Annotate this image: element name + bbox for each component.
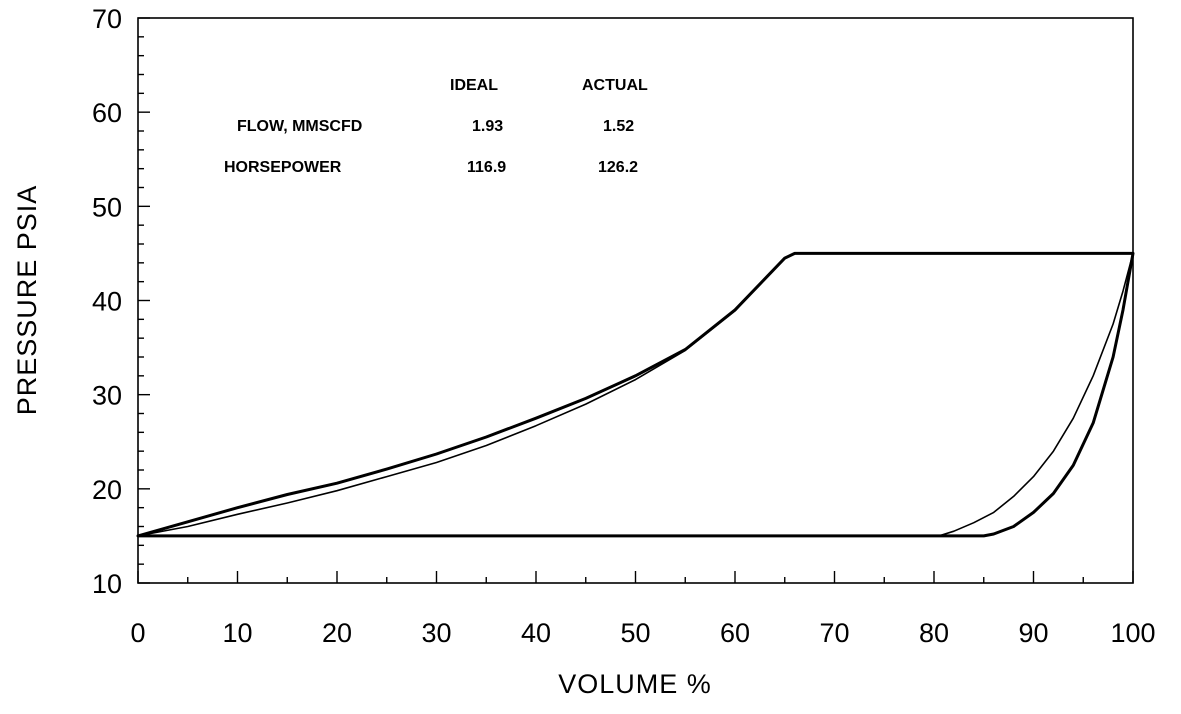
y-tick-label: 20 <box>92 475 122 505</box>
row-label-horsepower: HORSEPOWER <box>224 159 342 176</box>
summary-table: IDEAL ACTUAL FLOW, MMSCFD 1.93 1.52 HORS… <box>224 77 648 176</box>
x-tick-label: 30 <box>421 618 451 648</box>
x-tick-label: 0 <box>130 618 145 648</box>
x-axis-title: VOLUME % <box>558 669 712 699</box>
x-tick-label: 90 <box>1018 618 1048 648</box>
y-tick-label: 50 <box>92 192 122 222</box>
x-tick-label: 50 <box>620 618 650 648</box>
y-tick-label: 70 <box>92 4 122 34</box>
series-line-thick <box>136 251 1135 538</box>
table-header-actual: ACTUAL <box>582 77 648 94</box>
y-tick-labels: 10 20 30 40 50 60 70 <box>92 4 122 599</box>
series-line-thin <box>137 252 1134 537</box>
x-tick-label: 20 <box>322 618 352 648</box>
x-tick-label: 100 <box>1110 618 1155 648</box>
x-tick-label: 40 <box>521 618 551 648</box>
flow-actual-value: 1.52 <box>603 118 634 135</box>
x-tick-labels: 0 10 20 30 40 50 60 70 80 90 100 <box>130 618 1155 648</box>
y-tick-label: 30 <box>92 381 122 411</box>
row-label-flow: FLOW, MMSCFD <box>237 118 362 135</box>
flow-ideal-value: 1.93 <box>472 118 503 135</box>
y-axis-title: PRESSURE PSIA <box>12 185 42 416</box>
table-header-ideal: IDEAL <box>450 77 498 94</box>
curves <box>136 251 1135 538</box>
x-tick-label: 60 <box>720 618 750 648</box>
horsepower-ideal-value: 116.9 <box>467 159 506 176</box>
x-tick-label: 80 <box>919 618 949 648</box>
x-tick-label: 70 <box>819 618 849 648</box>
plot-frame <box>137 17 1134 584</box>
x-tick-label: 10 <box>222 618 252 648</box>
axis-ticks <box>137 17 1134 584</box>
y-tick-label: 40 <box>92 287 122 317</box>
y-tick-label: 60 <box>92 98 122 128</box>
y-tick-label: 10 <box>92 569 122 599</box>
horsepower-actual-value: 126.2 <box>598 159 638 176</box>
